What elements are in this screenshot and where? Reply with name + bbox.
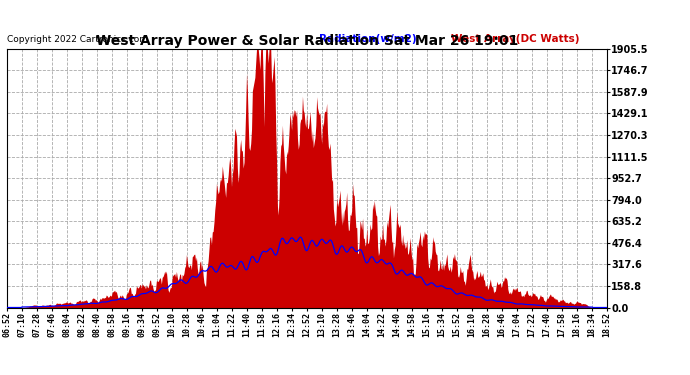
Text: West Array(DC Watts): West Array(DC Watts) [451,34,580,44]
Text: Copyright 2022 Cartronics.com: Copyright 2022 Cartronics.com [7,34,148,44]
Title: West Array Power & Solar Radiation Sat Mar 26 19:01: West Array Power & Solar Radiation Sat M… [96,34,518,48]
Text: Radiation(w/m2): Radiation(w/m2) [319,34,417,44]
